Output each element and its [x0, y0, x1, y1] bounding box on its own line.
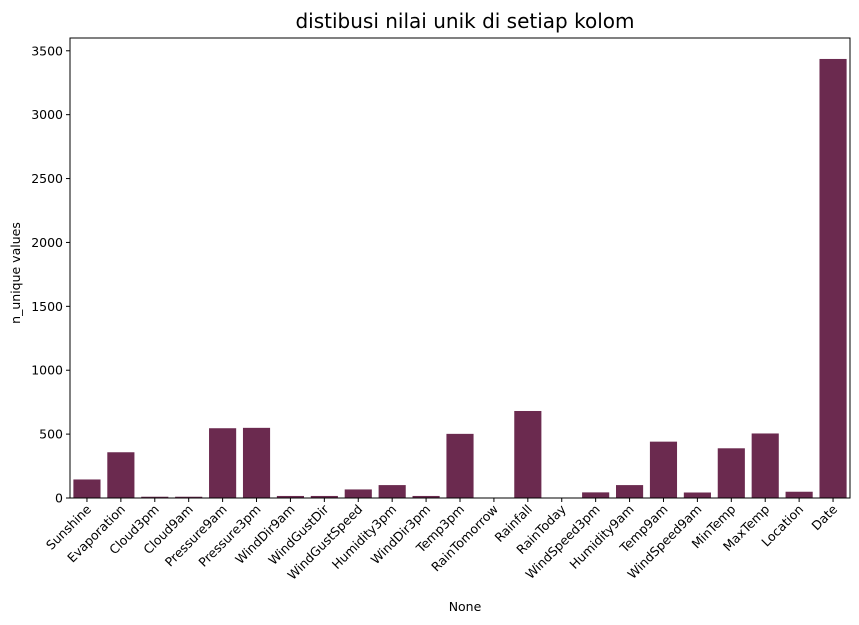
- bar-WindDir3pm: [412, 495, 440, 498]
- y-tick-label: 1500: [31, 299, 63, 314]
- bar-WindGustSpeed: [344, 489, 372, 498]
- bar-Sunshine: [73, 479, 101, 498]
- bar-Pressure9am: [209, 428, 237, 498]
- bar-WindDir9am: [276, 495, 304, 498]
- x-axis-label: None: [449, 599, 482, 614]
- bar-WindSpeed9am: [683, 492, 711, 498]
- y-tick-label: 2500: [31, 171, 63, 186]
- bar-MaxTemp: [751, 433, 779, 498]
- x-axis-ticks: SunshineEvaporationCloud3pmCloud9amPress…: [43, 498, 840, 583]
- y-tick-label: 0: [55, 491, 63, 506]
- y-tick-label: 500: [39, 427, 63, 442]
- bars-layer: [73, 58, 847, 499]
- bar-Evaporation: [107, 452, 135, 498]
- bar-Temp9am: [649, 441, 678, 498]
- bar-Rainfall: [514, 410, 542, 498]
- bar-Pressure3pm: [242, 427, 271, 498]
- bar-Location: [785, 491, 813, 498]
- y-tick-label: 3000: [31, 107, 63, 122]
- bar-Cloud3pm: [141, 496, 169, 498]
- bar-Temp3pm: [446, 433, 474, 498]
- y-axis-label: n_unique values: [8, 222, 23, 324]
- bar-WindSpeed3pm: [582, 492, 610, 498]
- y-tick-label: 1000: [31, 363, 63, 378]
- bar-MinTemp: [717, 448, 745, 498]
- bar-Date: [819, 58, 847, 498]
- bar-Humidity9am: [616, 485, 644, 498]
- plot-frame: [69, 37, 851, 499]
- x-tick-label: Date: [808, 501, 840, 533]
- chart-title: distibusi nilai unik di setiap kolom: [295, 9, 634, 33]
- bar-WindGustDir: [310, 495, 338, 498]
- bar-Cloud9am: [175, 496, 203, 498]
- y-tick-label: 2000: [31, 235, 63, 250]
- y-axis-ticks: 0 500 1000 1500 2000 2500 3000 3500: [31, 43, 70, 506]
- y-tick-label: 3500: [31, 43, 63, 58]
- bar-Humidity3pm: [378, 485, 406, 498]
